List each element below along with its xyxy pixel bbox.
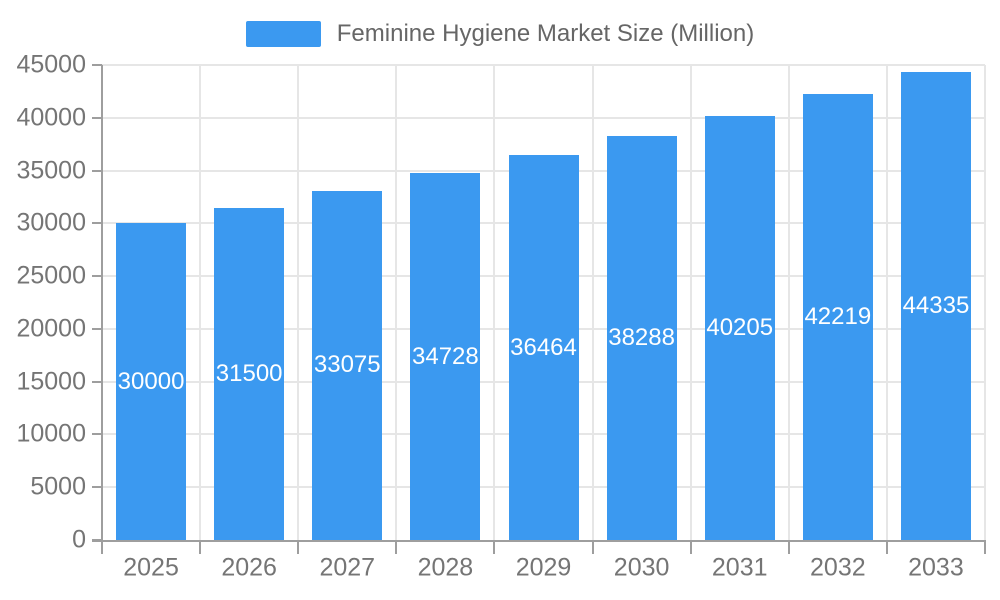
bar-value-label: 30000	[117, 367, 185, 395]
x-axis-label: 2028	[417, 553, 474, 582]
x-axis-label: 2025	[123, 553, 179, 582]
x-tick	[493, 540, 496, 554]
y-tick	[92, 222, 102, 225]
y-tick	[92, 169, 102, 172]
x-tick	[395, 540, 398, 554]
y-axis-label: 5000	[30, 472, 86, 501]
gridline-v	[199, 65, 202, 540]
gridline-v	[591, 65, 594, 540]
x-axis-label: 2027	[319, 553, 376, 582]
x-axis-label: 2030	[613, 553, 670, 582]
x-axis-label: 2032	[810, 553, 866, 582]
y-axis-label: 0	[72, 525, 86, 554]
y-axis-label: 40000	[16, 103, 86, 132]
x-tick	[885, 540, 888, 554]
bar[interactable]	[410, 173, 481, 540]
legend-label: Feminine Hygiene Market Size (Million)	[336, 20, 755, 47]
y-axis-label: 20000	[16, 314, 86, 343]
y-tick	[92, 116, 102, 119]
gridline-v	[493, 65, 496, 540]
y-axis-label: 35000	[16, 156, 86, 185]
y-tick	[92, 327, 102, 330]
gridline-v	[984, 65, 986, 540]
bar[interactable]	[606, 135, 677, 540]
y-tick	[92, 64, 102, 66]
x-tick	[787, 540, 790, 554]
gridline-v	[885, 65, 888, 540]
gridline-v	[395, 65, 398, 540]
bar-value-label: 40205	[706, 313, 774, 341]
bar[interactable]	[900, 72, 971, 540]
x-axis-line	[92, 540, 985, 542]
bar-value-label: 34728	[412, 342, 479, 370]
x-tick	[297, 540, 300, 554]
bar[interactable]	[214, 207, 285, 540]
legend-swatch-icon	[245, 21, 321, 47]
gridline-v	[297, 65, 300, 540]
y-tick	[92, 380, 102, 383]
y-axis-line	[101, 65, 103, 540]
y-axis-label: 30000	[16, 208, 86, 237]
y-tick	[92, 433, 102, 436]
y-tick	[92, 275, 102, 278]
x-tick	[689, 540, 692, 554]
y-axis-label: 10000	[16, 419, 86, 448]
x-axis-label: 2033	[908, 553, 964, 582]
gridline-v	[689, 65, 692, 540]
bar-value-label: 38288	[608, 323, 675, 351]
x-axis-label: 2026	[221, 553, 277, 582]
bar-value-label: 42219	[804, 303, 872, 331]
x-axis-label: 2029	[515, 553, 572, 582]
x-axis-label: 2031	[711, 553, 768, 582]
gridline-h	[102, 116, 985, 119]
y-axis-label: 45000	[16, 50, 86, 79]
bar[interactable]	[802, 94, 873, 540]
y-axis-label: 15000	[16, 367, 86, 396]
gridline-v	[787, 65, 790, 540]
x-tick	[984, 540, 986, 554]
bar[interactable]	[312, 190, 383, 540]
bar-value-label: 33075	[313, 351, 381, 379]
y-tick	[92, 486, 102, 489]
bar-value-label: 36464	[510, 333, 577, 361]
x-tick	[101, 540, 103, 554]
bar[interactable]	[508, 155, 579, 540]
bar-value-label: 44335	[902, 292, 970, 319]
bar-value-label: 31500	[215, 359, 283, 387]
legend[interactable]: Feminine Hygiene Market Size (Million)	[0, 20, 1000, 48]
bar[interactable]	[704, 115, 775, 540]
y-axis-label: 25000	[16, 261, 86, 290]
x-tick	[199, 540, 202, 554]
x-tick	[591, 540, 594, 554]
gridline-h	[102, 64, 985, 66]
bar[interactable]	[116, 223, 187, 540]
